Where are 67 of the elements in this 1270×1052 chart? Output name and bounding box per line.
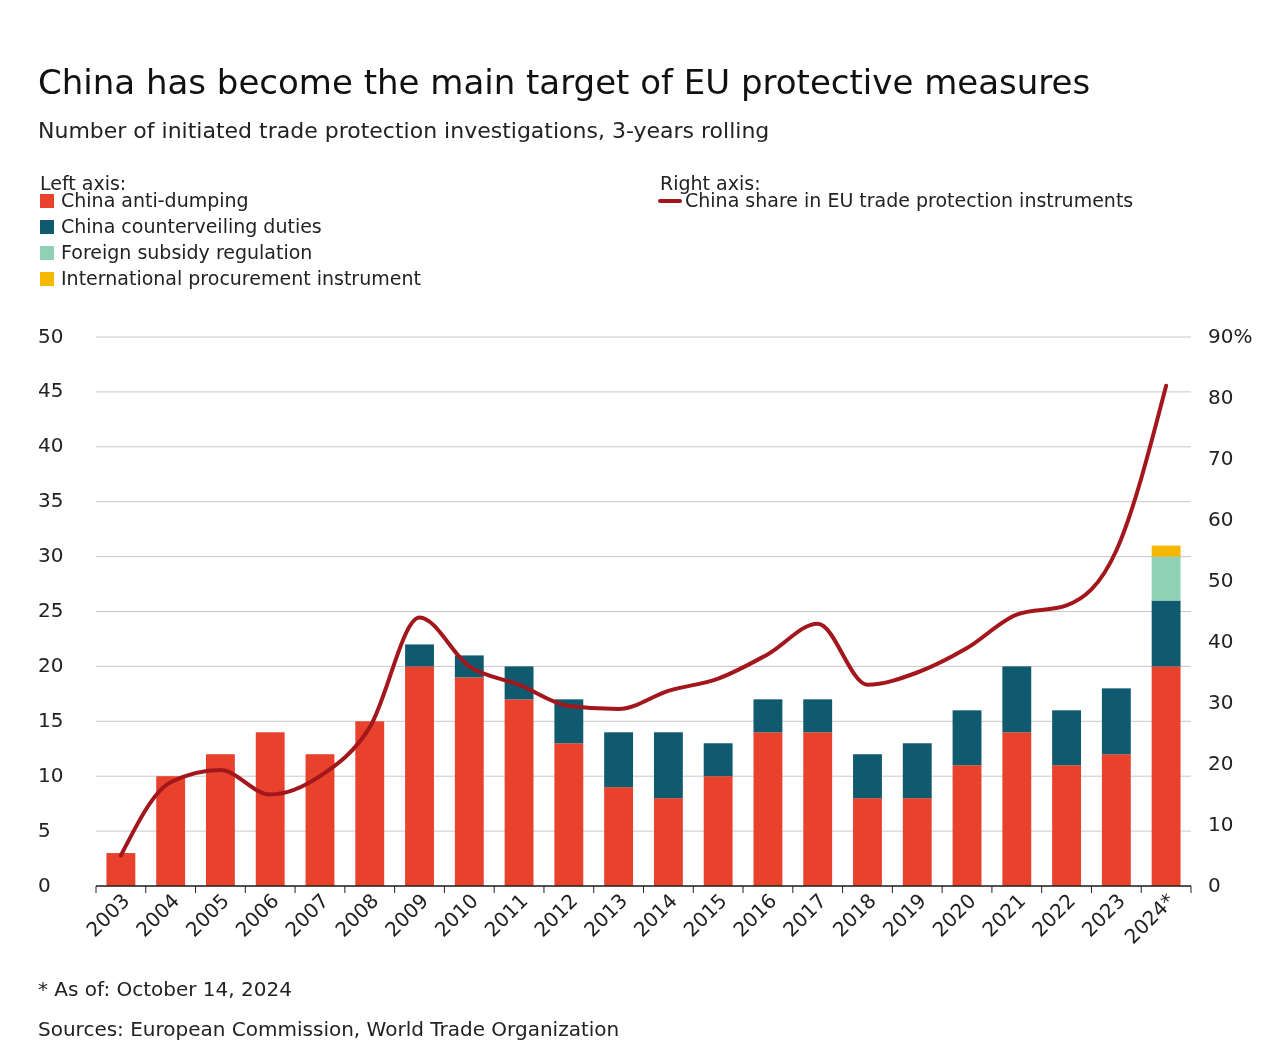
bar	[1101, 688, 1131, 755]
bar	[604, 787, 634, 886]
y2-tick-label: 80	[1208, 384, 1234, 409]
legend-label: Foreign subsidy regulation	[61, 240, 313, 263]
bar	[454, 677, 484, 886]
y2-tick-label: 0	[1208, 872, 1221, 897]
line-series	[118, 383, 1169, 858]
bar	[405, 644, 434, 667]
bar	[653, 798, 683, 886]
bar	[604, 732, 634, 788]
bar	[554, 743, 584, 886]
bar	[1101, 754, 1131, 886]
bar	[1151, 666, 1181, 886]
bar	[952, 710, 982, 766]
bar	[1151, 545, 1181, 557]
bar	[853, 754, 882, 799]
bar	[106, 853, 136, 886]
bar	[305, 754, 335, 886]
bar	[902, 798, 932, 886]
bar	[355, 721, 385, 886]
y2-tick-label: 40	[1208, 628, 1234, 653]
y2-tick-label: 60	[1208, 506, 1234, 531]
y-tick-label: 5	[38, 817, 51, 842]
y2-tick-label: 10	[1208, 811, 1234, 836]
bar	[1151, 600, 1181, 667]
chart-title: China has become the main target of EU protective measures	[38, 62, 1091, 102]
bar	[902, 743, 932, 799]
bar	[803, 699, 833, 733]
bar	[156, 776, 186, 886]
y-tick-label: 40	[38, 433, 64, 458]
bar	[405, 666, 434, 886]
y-tick-label: 30	[38, 543, 64, 568]
text: * As of: October 14, 2024	[38, 977, 292, 1001]
bar	[703, 776, 733, 886]
bar	[653, 732, 683, 799]
y-tick-label: 20	[38, 652, 64, 677]
bar	[1052, 765, 1081, 886]
y2-tick-label: 50	[1208, 567, 1234, 592]
y2-tick-label: 90%	[1208, 323, 1253, 348]
bar	[504, 699, 534, 886]
y-tick-label: 35	[38, 488, 64, 513]
bar	[753, 732, 783, 886]
y-tick-label: 50	[38, 323, 64, 348]
y2-tick-label: 20	[1208, 750, 1234, 775]
legend-label: China counterveiling duties	[61, 214, 322, 237]
y-tick-label: 25	[38, 598, 64, 622]
bar	[255, 732, 285, 886]
y2-tick-label: 30	[1208, 689, 1234, 714]
bar	[1052, 710, 1081, 766]
bar	[206, 754, 235, 886]
y-tick-label: 10	[38, 762, 64, 787]
bar	[803, 732, 833, 886]
y2-tick-label: 70	[1208, 445, 1234, 470]
bar	[1002, 666, 1032, 733]
y-tick-label: 0	[38, 872, 51, 897]
source-note: Sources: European Commission, World Trade Organization	[38, 1017, 620, 1041]
bar	[1002, 732, 1032, 886]
bar	[703, 743, 733, 777]
y-tick-label: 45	[38, 378, 64, 403]
bar	[554, 699, 584, 744]
y-tick-label: 15	[38, 707, 64, 732]
chart-subtitle: Number of initiated trade protection investigations, 3-years rolling	[38, 118, 770, 143]
bar	[952, 765, 982, 886]
bar	[853, 798, 882, 886]
bar	[753, 699, 783, 733]
bar	[1151, 556, 1181, 601]
legend-label: International procurement instrument	[61, 266, 421, 289]
